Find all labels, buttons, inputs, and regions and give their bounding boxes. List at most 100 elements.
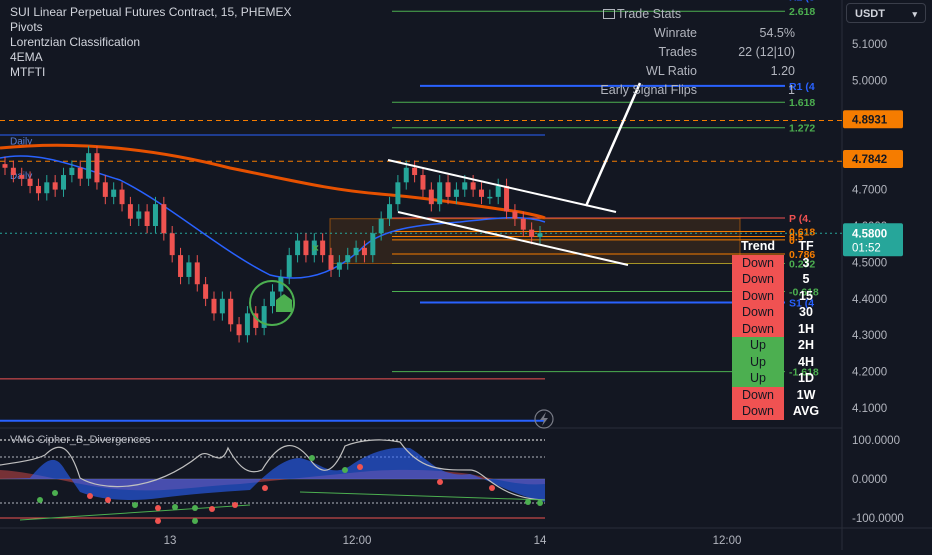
daily-label: Daily <box>10 136 32 147</box>
candle-body <box>77 167 83 179</box>
candle-body <box>445 182 451 197</box>
candle-body <box>395 182 401 205</box>
candle-body <box>94 153 100 183</box>
trend-direction: Down <box>732 304 784 321</box>
price-tick-label: 4.7000 <box>852 185 887 197</box>
candle-body <box>102 182 108 197</box>
time-tick-label: 14 <box>534 535 547 547</box>
oscillator-pane[interactable]: VMC Cipher_B_Divergences <box>0 434 546 524</box>
candle-body <box>19 175 25 179</box>
signal-dot <box>342 467 348 473</box>
candle-body <box>211 298 217 314</box>
price-tick-label: 5.1000 <box>852 39 887 51</box>
trend-direction: Up <box>732 337 784 354</box>
candle-body <box>253 313 259 328</box>
time-axis[interactable]: 13 12:00 14 12:00 <box>164 535 742 547</box>
trend-timeframe: 2H <box>798 338 814 352</box>
signal-dot <box>192 518 198 524</box>
candle-body <box>10 167 16 176</box>
candle-body <box>119 189 125 205</box>
trend-row: Down 3 <box>732 254 828 271</box>
stats-row: Trades 22 (12|10) <box>595 43 805 62</box>
signal-dot <box>489 485 495 491</box>
indicator-4ema[interactable]: 4EMA <box>10 50 43 64</box>
breakout-arrow-line[interactable] <box>584 82 642 207</box>
lightning-icon[interactable] <box>534 409 554 429</box>
signal-dot <box>172 504 178 510</box>
trend-timeframe: 15 <box>799 288 813 303</box>
candle-body <box>186 262 192 277</box>
stats-value: 22 (12|10) <box>738 45 795 59</box>
indicator-lorentzian[interactable]: Lorentzian Classification <box>10 35 141 49</box>
ema-short-line <box>0 155 546 279</box>
candle-body <box>228 298 234 325</box>
signal-dot <box>52 490 58 496</box>
candle-body <box>261 306 267 328</box>
trend-direction: Down <box>732 320 784 337</box>
candle-body <box>178 255 184 277</box>
candle-body <box>537 233 543 237</box>
pivot-level-label: 2.618 <box>789 6 815 18</box>
price-axis[interactable]: 5.10005.00004.70004.60004.50004.40004.30… <box>843 39 904 525</box>
pivot-level-label: -0.618 <box>789 287 819 299</box>
trend-row: Down 15 <box>732 287 828 304</box>
osc-tick-label: 0.0000 <box>852 474 887 486</box>
tf-header-label: TF <box>798 239 814 253</box>
currency-label: USDT <box>855 8 885 20</box>
candle-body <box>520 218 526 230</box>
signal-dot <box>525 499 531 505</box>
currency-selector[interactable]: USDT ▾ <box>846 3 926 23</box>
signal-dot <box>232 502 238 508</box>
stats-label: Trades <box>658 45 697 59</box>
pivot-level-label: R1 (4 <box>789 81 815 93</box>
candle-body <box>203 284 209 299</box>
candle-body <box>244 313 250 336</box>
indicator-mtfti[interactable]: MTFTI <box>10 65 46 79</box>
signal-house-icon <box>276 294 292 312</box>
candle-body <box>529 229 535 237</box>
candle-body <box>2 164 8 168</box>
trend-table: Trend TF Down 3 Down 5 Down 15 Down 30 Down 1H Up 2… <box>732 238 828 420</box>
trend-row: Up 2H <box>732 337 828 354</box>
trade-stats-header: Trade Stats <box>595 5 805 24</box>
candle-body <box>512 211 518 219</box>
signal-dot <box>537 500 543 506</box>
trend-direction: Down <box>732 271 784 288</box>
pivot-level-label: S1 (4 <box>789 297 814 309</box>
trend-timeframe: 5 <box>802 272 810 286</box>
signal-dot <box>105 497 111 503</box>
annotation-circle[interactable] <box>249 280 295 326</box>
candle-body <box>278 276 284 292</box>
candle-body <box>403 167 409 183</box>
osc-tick-label: 100.0000 <box>852 435 900 447</box>
candle-body <box>470 182 476 190</box>
trend-row: Down 1W <box>732 386 828 403</box>
ema-long-line <box>0 143 546 220</box>
pivot-zone-box <box>329 218 741 264</box>
trade-stats-panel: Trade Stats Winrate 54.5% Trades 22 (12|… <box>595 5 805 100</box>
chart-legend[interactable]: SUI Linear Perpetual Futures Contract, 1… <box>10 5 291 80</box>
trend-timeframe: 1W <box>796 387 816 402</box>
stats-label: Early Signal Flips <box>600 83 697 97</box>
signal-dot <box>262 485 268 491</box>
candle-body <box>370 233 376 256</box>
candle-body <box>161 204 167 234</box>
signal-dot <box>155 518 161 524</box>
signal-dot <box>437 479 443 485</box>
channel-top-line[interactable] <box>387 159 617 213</box>
symbol-title[interactable]: SUI Linear Perpetual Futures Contract, 1… <box>10 5 292 19</box>
indicator-pivots[interactable]: Pivots <box>10 20 43 34</box>
candle-body <box>328 255 334 270</box>
price-badge <box>843 110 903 129</box>
candle-body <box>111 189 117 197</box>
candle-body <box>504 185 510 212</box>
candle-body <box>412 167 418 176</box>
channel-bottom-line[interactable] <box>397 211 629 266</box>
price-tick-label: 4.5000 <box>852 257 887 269</box>
price-tick-label: 4.1000 <box>852 403 887 415</box>
price-tick-label: 4.4000 <box>852 294 887 306</box>
stats-icon <box>603 9 615 19</box>
signal-x-marker: × <box>312 241 319 255</box>
